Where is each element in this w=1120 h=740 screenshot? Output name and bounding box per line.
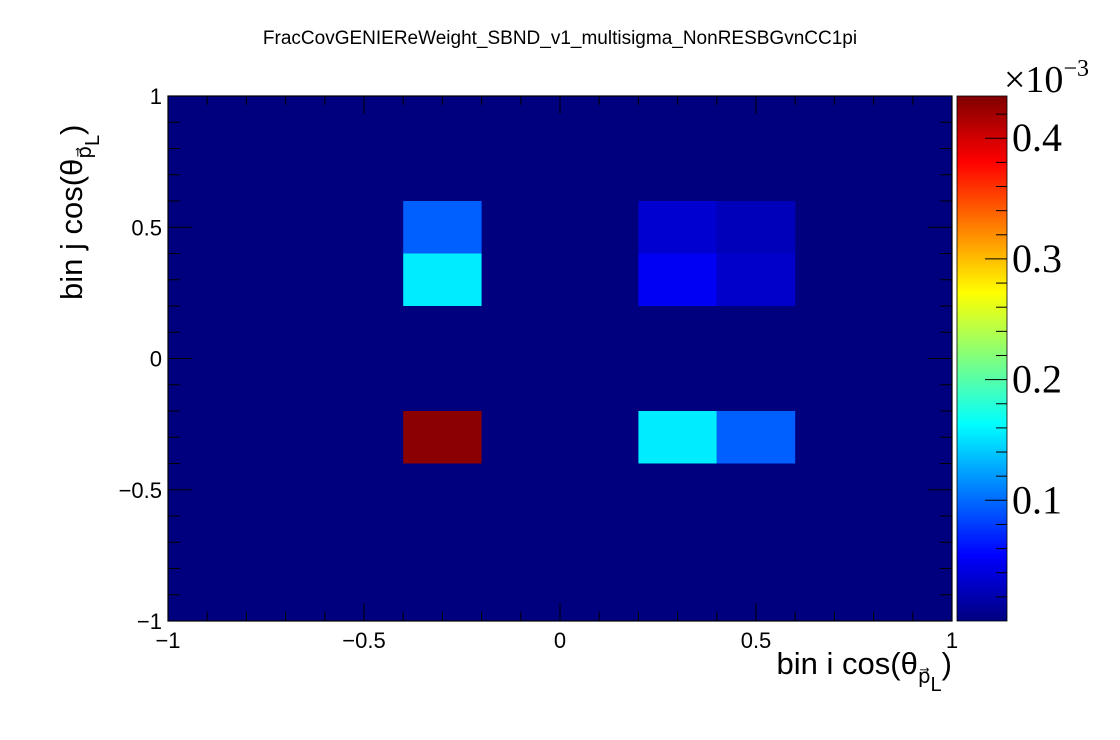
heatmap-cell: [403, 201, 482, 254]
x-tick-label: 1: [946, 628, 958, 653]
heatmap-cell: [403, 253, 482, 306]
heatmap-background: [168, 96, 952, 621]
y-axis-label: bin j cos(θp⃗L): [54, 125, 104, 300]
y-axis-ticks: −1 −0.5 0 0.5 1: [119, 84, 952, 634]
heatmap-cell: [716, 253, 796, 306]
x-tick-label: −0.5: [342, 628, 385, 653]
heatmap-cell: [716, 411, 796, 464]
chart-title: FracCovGENIEReWeight_SBND_v1_multisigma_…: [263, 28, 857, 49]
heatmap-cell: [716, 201, 796, 254]
colorbar-exponent: ×10−3: [1004, 56, 1089, 101]
heatmap-cell: [638, 411, 717, 464]
heatmap-cells: [403, 201, 796, 464]
colorbar-frame: [956, 95, 1008, 622]
heatmap-cell: [638, 253, 717, 306]
colorbar-tick-label: 0.2: [1012, 357, 1062, 402]
heatmap-cell: [638, 201, 717, 254]
colorbar-ticks: 0.1 0.2 0.3 0.4: [956, 95, 1062, 622]
x-tick-label: 0.5: [741, 628, 772, 653]
colorbar-tick-label: 0.3: [1012, 236, 1062, 281]
y-tick-label: −1: [137, 609, 162, 634]
y-tick-label: 1: [150, 84, 162, 109]
x-tick-label: −1: [155, 628, 180, 653]
x-tick-label: 0: [554, 628, 566, 653]
plot-area: [168, 96, 952, 621]
colorbar-tick-label: 0.4: [1012, 115, 1062, 160]
x-axis-label: bin i cos(θp⃗L): [777, 646, 952, 696]
colorbar: [957, 96, 1007, 621]
y-tick-label: 0.5: [131, 215, 162, 240]
colorbar-tick-label: 0.1: [1012, 477, 1062, 522]
x-axis-ticks: −1 −0.5 0 0.5 1: [155, 96, 958, 653]
y-tick-label: −0.5: [119, 478, 162, 503]
heatmap-cell: [403, 411, 482, 464]
y-tick-label: 0: [150, 347, 162, 372]
